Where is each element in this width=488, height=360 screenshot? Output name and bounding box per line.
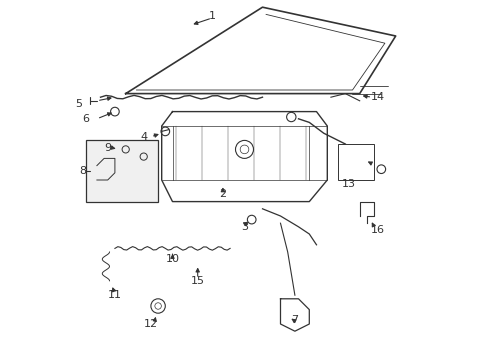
- Text: 15: 15: [190, 276, 204, 286]
- Text: 2: 2: [219, 189, 226, 199]
- Text: 7: 7: [291, 315, 298, 325]
- Text: 11: 11: [108, 290, 122, 300]
- Text: 16: 16: [370, 225, 384, 235]
- Text: 5: 5: [75, 99, 82, 109]
- Bar: [337, 144, 373, 180]
- Text: 12: 12: [143, 319, 158, 329]
- Text: 10: 10: [165, 254, 179, 264]
- Text: 14: 14: [370, 92, 384, 102]
- Text: 9: 9: [104, 143, 111, 153]
- Text: 8: 8: [79, 166, 86, 176]
- Text: 3: 3: [241, 222, 247, 232]
- Text: 13: 13: [341, 179, 355, 189]
- Text: 6: 6: [82, 114, 89, 124]
- Text: 1: 1: [208, 11, 215, 21]
- Bar: [86, 140, 158, 202]
- Text: 4: 4: [140, 132, 147, 142]
